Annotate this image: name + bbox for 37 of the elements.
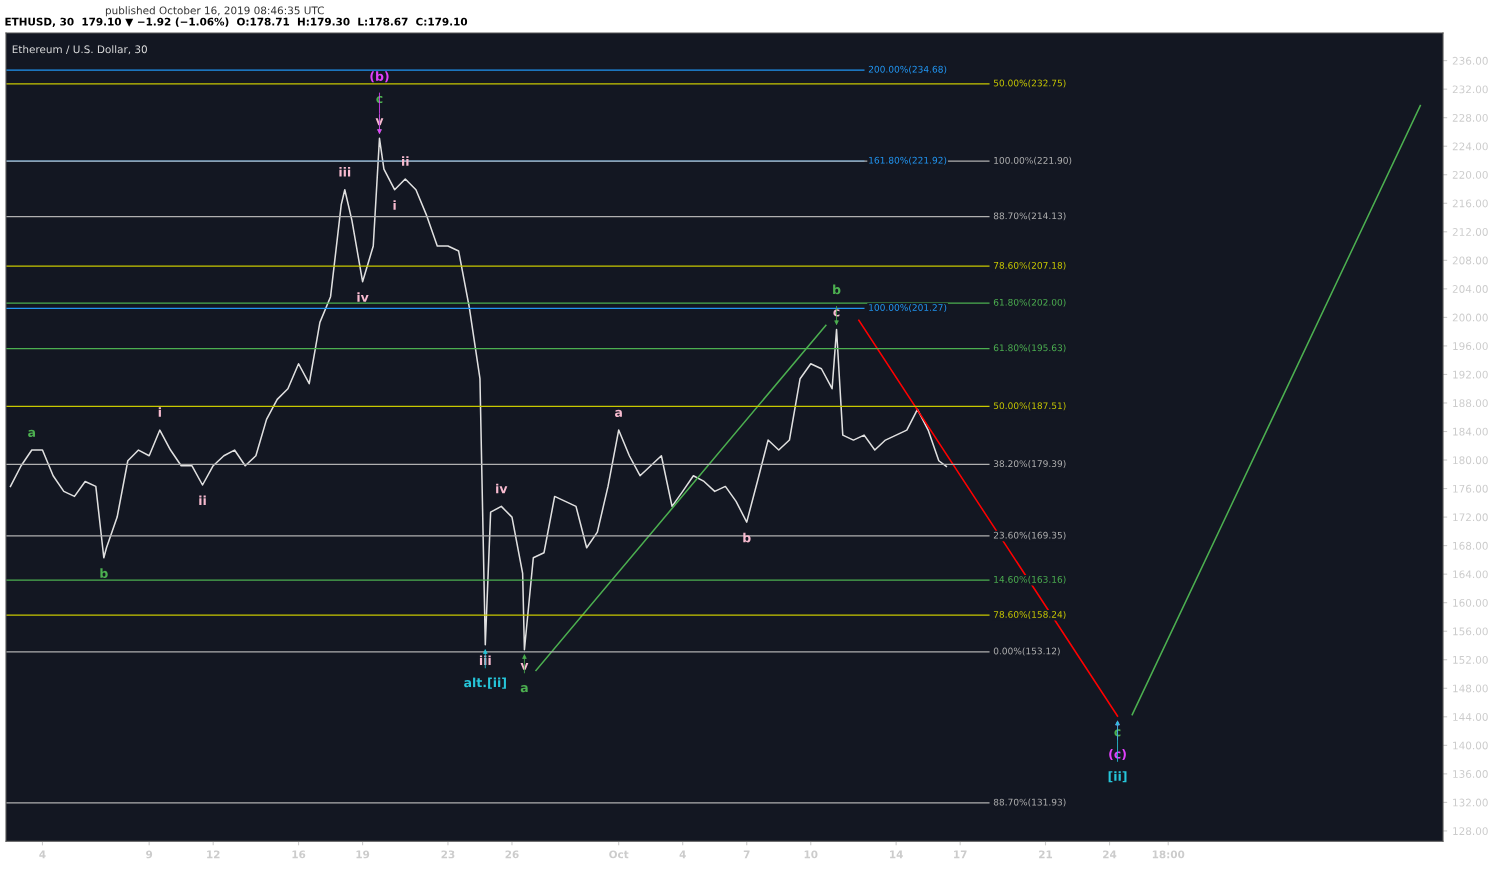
annotation: b [100,568,108,579]
annotation: b [743,532,751,543]
ref-line-label: 100.00%(201.27) [869,303,947,313]
annotation: [ii] [1108,771,1127,783]
ref-line-label: 78.60%(207.18) [993,261,1066,270]
ref-line-label: 88.70%(214.13) [993,212,1066,221]
annotation: iii [479,655,491,665]
ref-line-label: 61.80%(195.63) [993,344,1066,353]
annotation: iv [496,483,508,494]
annotation: v [520,663,529,670]
text: published October 16, 2019 08:46:35 UTC [105,6,324,17]
ref-line-label: 200.00%(234.68) [868,65,947,74]
ref-line-label: 38.20%(179.39) [993,460,1066,469]
ref-line-label: 78.60%(158.24) [993,610,1066,619]
annotation: (b) [370,71,389,83]
ref-line-label: 88.70%(131.93) [993,798,1066,807]
ref-line-label: 0.00%(153.12) [993,647,1060,656]
annotation: ii [199,495,206,506]
ref-line-label: 14.60%(163.16) [994,575,1066,584]
annotation: a [615,409,622,418]
annotation: c [833,309,840,317]
ref-line-label: 100.00%(221.90) [994,156,1072,165]
annotation: iv [357,292,369,302]
ref-line-label: 23.60%(169.35) [993,531,1066,540]
ref-line-label: 50.00%(187.51) [993,402,1066,411]
annotation: alt.[ii] [464,677,506,689]
annotation: iii [339,167,351,177]
annotation: i [393,200,396,210]
ref-line-label: 161.80%(221.92) [869,156,947,165]
ref-line-label: 61.80%(202.00) [993,298,1066,307]
annotation: b [833,284,841,295]
annotation: a [28,429,36,438]
text: Ethereum / U.S. Dollar, 30 [12,45,147,55]
annotation: i [158,407,161,417]
ref-line-label: 50.00%(232.75) [993,79,1066,88]
chart-title: ETHUSD, 30 179.10 ▼ −1.92 (−1.06%) O:178.71 H:179.30 L:178.67 C:179.10 [5,17,468,27]
annotation: a [520,685,528,693]
